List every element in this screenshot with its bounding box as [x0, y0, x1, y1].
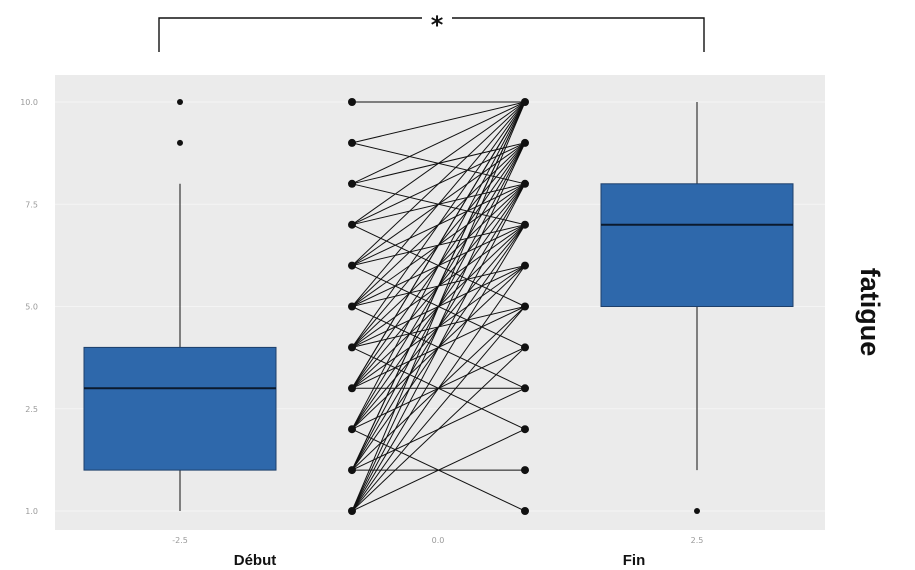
- y-tick-label: 10.0: [20, 98, 38, 107]
- paired-point-fin: [521, 507, 529, 515]
- paired-line: [351, 101, 526, 185]
- box-body: [600, 183, 794, 307]
- paired-line: [351, 306, 526, 389]
- paired-point-fin: [521, 302, 529, 311]
- paired-point-fin: [521, 425, 529, 434]
- paired-line: [351, 101, 526, 144]
- paired-line: [351, 142, 526, 226]
- box-outlier: [177, 139, 183, 146]
- paired-line: [351, 306, 526, 348]
- paired-line: [351, 306, 526, 512]
- paired-point-fin: [521, 179, 529, 188]
- category-label-debut: Début: [234, 552, 277, 569]
- paired-point-fin: [521, 98, 529, 106]
- paired-point-fin: [521, 384, 529, 393]
- paired-point-debut: [348, 384, 356, 393]
- category-label-fin: Fin: [623, 552, 646, 569]
- paired-line: [351, 183, 526, 226]
- paired-point-debut: [348, 261, 356, 270]
- side-label-fatigue: fatigue: [855, 268, 885, 357]
- y-tick-label: 1.0: [25, 507, 38, 516]
- paired-point-debut: [348, 302, 356, 311]
- box-outlier: [177, 99, 183, 105]
- paired-point-fin: [521, 343, 529, 352]
- paired-line: [351, 428, 526, 512]
- y-tick-label: 5.0: [25, 303, 38, 312]
- paired-point-debut: [348, 507, 356, 515]
- paired-line: [351, 183, 526, 267]
- paired-line: [351, 265, 526, 307]
- paired-line: [351, 224, 526, 267]
- y-tick-label: 2.5: [25, 405, 38, 414]
- paired-point-fin: [521, 261, 529, 270]
- paired-point-fin: [521, 220, 529, 229]
- x-tick-label: -2.5: [172, 536, 188, 545]
- significance-bracket: [158, 17, 705, 52]
- paired-line: [351, 387, 526, 471]
- paired-point-debut: [348, 343, 356, 352]
- paired-point-debut: [348, 179, 356, 188]
- significance-star: *: [431, 11, 444, 39]
- paired-point-debut: [348, 425, 356, 434]
- box-body: [83, 346, 277, 471]
- paired-line: [351, 142, 526, 185]
- paired-point-debut: [348, 466, 356, 475]
- paired-point-fin: [521, 138, 529, 147]
- paired-line: [351, 346, 526, 430]
- paired-point-debut: [348, 220, 356, 229]
- box-outlier: [694, 508, 700, 514]
- paired-point-fin: [521, 466, 529, 475]
- y-tick-label: 7.5: [25, 200, 38, 209]
- x-tick-label: 2.5: [691, 536, 704, 545]
- paired-point-debut: [348, 98, 356, 106]
- paired-point-debut: [348, 138, 356, 147]
- paired-line: [351, 224, 526, 307]
- x-tick-label: 0.0: [432, 536, 445, 545]
- paired-line: [351, 265, 526, 348]
